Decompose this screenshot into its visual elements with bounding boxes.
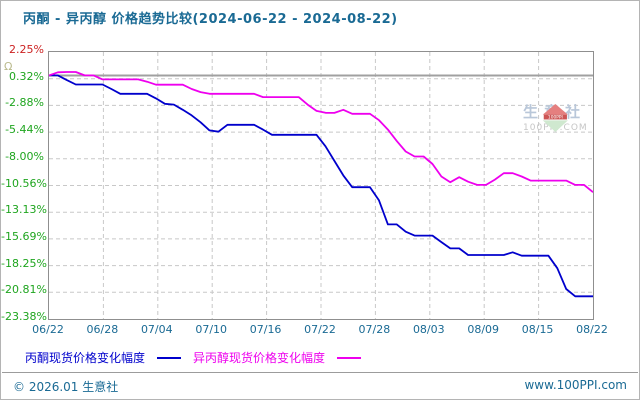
series-line-0 [49,74,593,298]
y-tick-label: -10.56% [1,176,47,190]
footer-divider [2,372,638,373]
legend-line-sample-isopropanol [337,356,362,359]
legend-label-isopropanol: 异丙醇现货价格变化幅度 [193,351,326,365]
chart-legend: 丙酮现货价格变化幅度 异丙醇现货价格变化幅度 [25,349,362,366]
plot-svg [49,52,593,319]
y-tick-label: -18.25% [1,256,47,270]
x-tick-label: 08/22 [576,323,608,336]
y-tick-label: 2.25% [9,43,44,56]
x-tick-label: 06/28 [86,323,119,336]
y-tick-label: -20.81% [1,283,47,297]
series-line-1 [49,71,593,193]
x-tick-label: 07/22 [304,323,336,336]
plot-area: 100PPI 生意社 100PPI.COM [48,51,594,320]
y-tick-label: 0.32% [9,69,44,83]
axis-marker-icon: Ω [4,60,13,73]
x-tick-label: 08/09 [467,323,500,336]
y-tick-label: -15.69% [1,229,47,243]
x-tick-label: 07/28 [358,323,391,336]
y-tick-label: -23.38% [1,310,47,323]
y-tick-label: -2.88% [5,96,44,110]
y-tick-label: -8.00% [5,149,44,163]
y-tick-label: -5.44% [5,123,44,137]
x-tick-label: 07/10 [195,323,228,336]
x-tick-label: 07/16 [249,323,282,336]
x-tick-label: 08/03 [412,323,445,336]
legend-line-sample-acetone [157,356,182,359]
y-tick-label: -13.13% [1,203,47,217]
x-tick-label: 07/04 [140,323,173,336]
x-tick-label: 06/22 [32,323,64,336]
legend-label-acetone: 丙酮现货价格变化幅度 [25,351,146,365]
page-title: 丙酮 - 异丙醇 价格趋势比较(2024-06-22 - 2024-08-22) [23,12,398,27]
copyright-text: © 2026.01 生意社 [13,380,119,394]
x-tick-label: 08/15 [521,323,554,336]
site-link[interactable]: www.100PPI.com [524,378,627,392]
